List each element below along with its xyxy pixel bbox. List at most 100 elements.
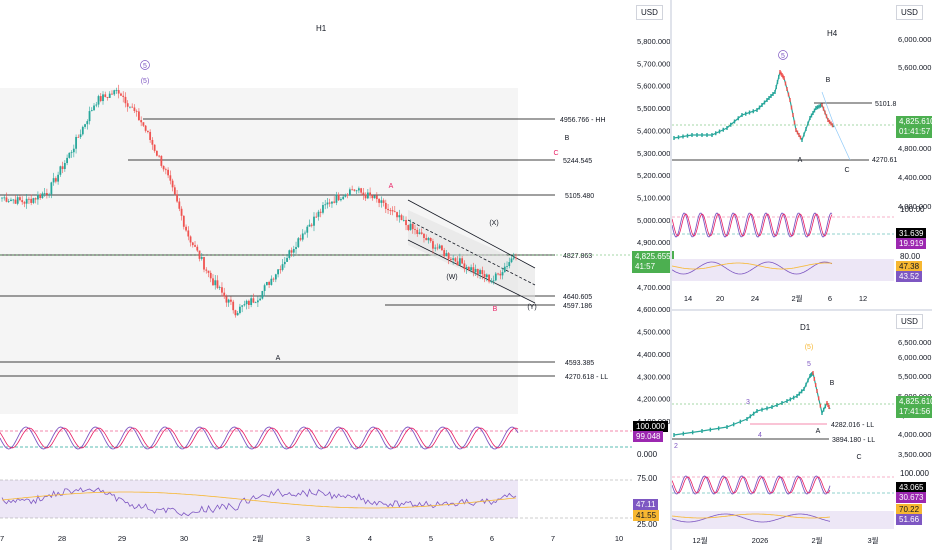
- h4-level-label: 4270.61: [872, 157, 897, 164]
- h4-stochastic: [671, 212, 894, 238]
- h1-candle: [34, 197, 37, 204]
- h1-level-label: 4597.186: [563, 303, 592, 310]
- d1-rsi-tag: 51.66: [896, 514, 923, 525]
- pane-divider[interactable]: [670, 0, 672, 550]
- d1-candle: [726, 425, 728, 429]
- h1-candle-body: [158, 155, 161, 157]
- h4-currency-label[interactable]: USD: [896, 5, 923, 20]
- h1-candle: [490, 278, 493, 284]
- h1-candle-body: [171, 180, 174, 188]
- h4-candle: [809, 116, 811, 120]
- h1-candle-body: [52, 178, 55, 183]
- h1-candle-body: [322, 205, 324, 213]
- h1-candle-body: [382, 200, 385, 203]
- h1-candle: [214, 275, 217, 290]
- h1-wave-label: A: [389, 183, 394, 190]
- h1-candle-body: [133, 107, 136, 111]
- h1-candle: [230, 296, 232, 305]
- h1-candle: [84, 123, 86, 129]
- h1-candle: [485, 273, 488, 282]
- h1-candle-body: [144, 125, 147, 131]
- h4-chart-pane[interactable]: 6,000.000 5,600.000 4,800.000 4,400.000 4,00…: [671, 0, 932, 310]
- d1-candle: [761, 407, 763, 412]
- d1-candle: [814, 383, 817, 387]
- h4-candle: [766, 98, 768, 102]
- h1-wave-label: A: [276, 355, 281, 362]
- d1-price-tick: 4,000.000: [898, 430, 931, 439]
- h1-candle: [39, 193, 42, 200]
- h1-candle-body: [384, 202, 387, 209]
- h1-candle-body: [465, 267, 468, 269]
- h1-candle-body: [452, 258, 455, 260]
- h1-candle-body: [227, 299, 230, 303]
- d1-candle: [809, 374, 811, 378]
- h1-candle-body: [270, 278, 273, 285]
- h4-rsi-ma-line: [671, 262, 833, 270]
- h1-candle-body: [429, 238, 432, 242]
- h4-candle: [701, 133, 703, 137]
- h1-candle-body: [138, 111, 140, 121]
- h1-candle: [196, 244, 199, 253]
- h1-stoch-d-line: [0, 427, 519, 449]
- h1-candle: [158, 154, 161, 158]
- h1-candle: [384, 199, 387, 214]
- h1-candle-body: [207, 270, 210, 273]
- h1-candle-body: [420, 232, 423, 234]
- d1-candle: [805, 382, 807, 387]
- d1-rsi-line: [671, 513, 831, 523]
- h1-candle-body: [70, 152, 73, 154]
- d1-level-label: 3894.180 - LL: [832, 437, 875, 444]
- pane-divider-horizontal[interactable]: [672, 309, 932, 311]
- h1-candle-body: [265, 281, 268, 286]
- h1-rsi-ma-value-tag: 41.55: [633, 510, 660, 521]
- d1-stoch-d-tag: 30.673: [896, 492, 927, 503]
- h1-wave-circle: [140, 60, 150, 70]
- h1-candle-body: [508, 262, 511, 267]
- h4-candle: [748, 110, 751, 115]
- d1-currency-label[interactable]: USD: [896, 314, 923, 329]
- d1-title: D1: [800, 323, 811, 332]
- h1-countdown: 41:57: [635, 262, 656, 271]
- h1-candle: [93, 102, 95, 111]
- h1-candle-body: [501, 272, 504, 276]
- h1-candle-body: [250, 298, 253, 306]
- h1-time-tick: 30: [180, 534, 188, 543]
- h1-price-tick: 5,600.000: [637, 82, 670, 91]
- h4-title: H4: [827, 29, 838, 38]
- h1-candle-body: [396, 212, 398, 218]
- h1-candle: [14, 194, 17, 204]
- h1-rsi-band: [0, 480, 518, 518]
- h1-candle: [407, 224, 410, 232]
- h4-candle: [790, 105, 793, 110]
- d1-candle: [752, 411, 755, 416]
- h1-candle: [445, 249, 448, 257]
- h1-wave-label: (X): [489, 220, 498, 227]
- h1-candle-body: [10, 199, 12, 202]
- h1-candle: [151, 137, 154, 150]
- h1-currency-label[interactable]: USD: [636, 5, 663, 20]
- h4-candle: [682, 134, 684, 139]
- d1-chart-svg[interactable]: 6,500.0006,000.0005,500.0005,000.0004,50…: [671, 311, 932, 550]
- h1-candle-body: [28, 198, 30, 200]
- h1-candle-body: [212, 278, 214, 286]
- h1-candle: [138, 108, 140, 121]
- h1-candle: [452, 254, 455, 265]
- h1-level-label: 4270.618 - LL: [565, 374, 608, 381]
- h4-chart-svg[interactable]: 6,000.000 5,600.000 4,800.000 4,400.000 4,00…: [671, 0, 932, 310]
- d1-chart-pane[interactable]: 6,500.0006,000.0005,500.0005,000.0004,50…: [671, 311, 932, 550]
- h1-chart-svg[interactable]: 5,800.000 5,700.000 5,600.000 5,500.000 5,40…: [0, 0, 672, 550]
- d1-wave-label: C: [856, 454, 861, 461]
- h1-candle-body: [160, 155, 163, 166]
- h1-candle: [335, 191, 338, 206]
- h1-chart-pane[interactable]: 5,800.000 5,700.000 5,600.000 5,500.000 5,40…: [0, 0, 674, 550]
- h1-candle: [306, 224, 309, 238]
- h4-countdown: 01:41:57: [899, 127, 931, 136]
- h1-candle: [30, 194, 33, 206]
- h1-candle: [467, 266, 470, 272]
- h4-candle: [691, 133, 693, 137]
- h1-candle: [265, 281, 268, 286]
- h1-candle: [337, 192, 340, 202]
- h4-stoch-max-label: 100.00: [900, 205, 925, 214]
- h1-candle-body: [326, 202, 329, 205]
- h4-price-tick: 4,000.000: [898, 202, 931, 211]
